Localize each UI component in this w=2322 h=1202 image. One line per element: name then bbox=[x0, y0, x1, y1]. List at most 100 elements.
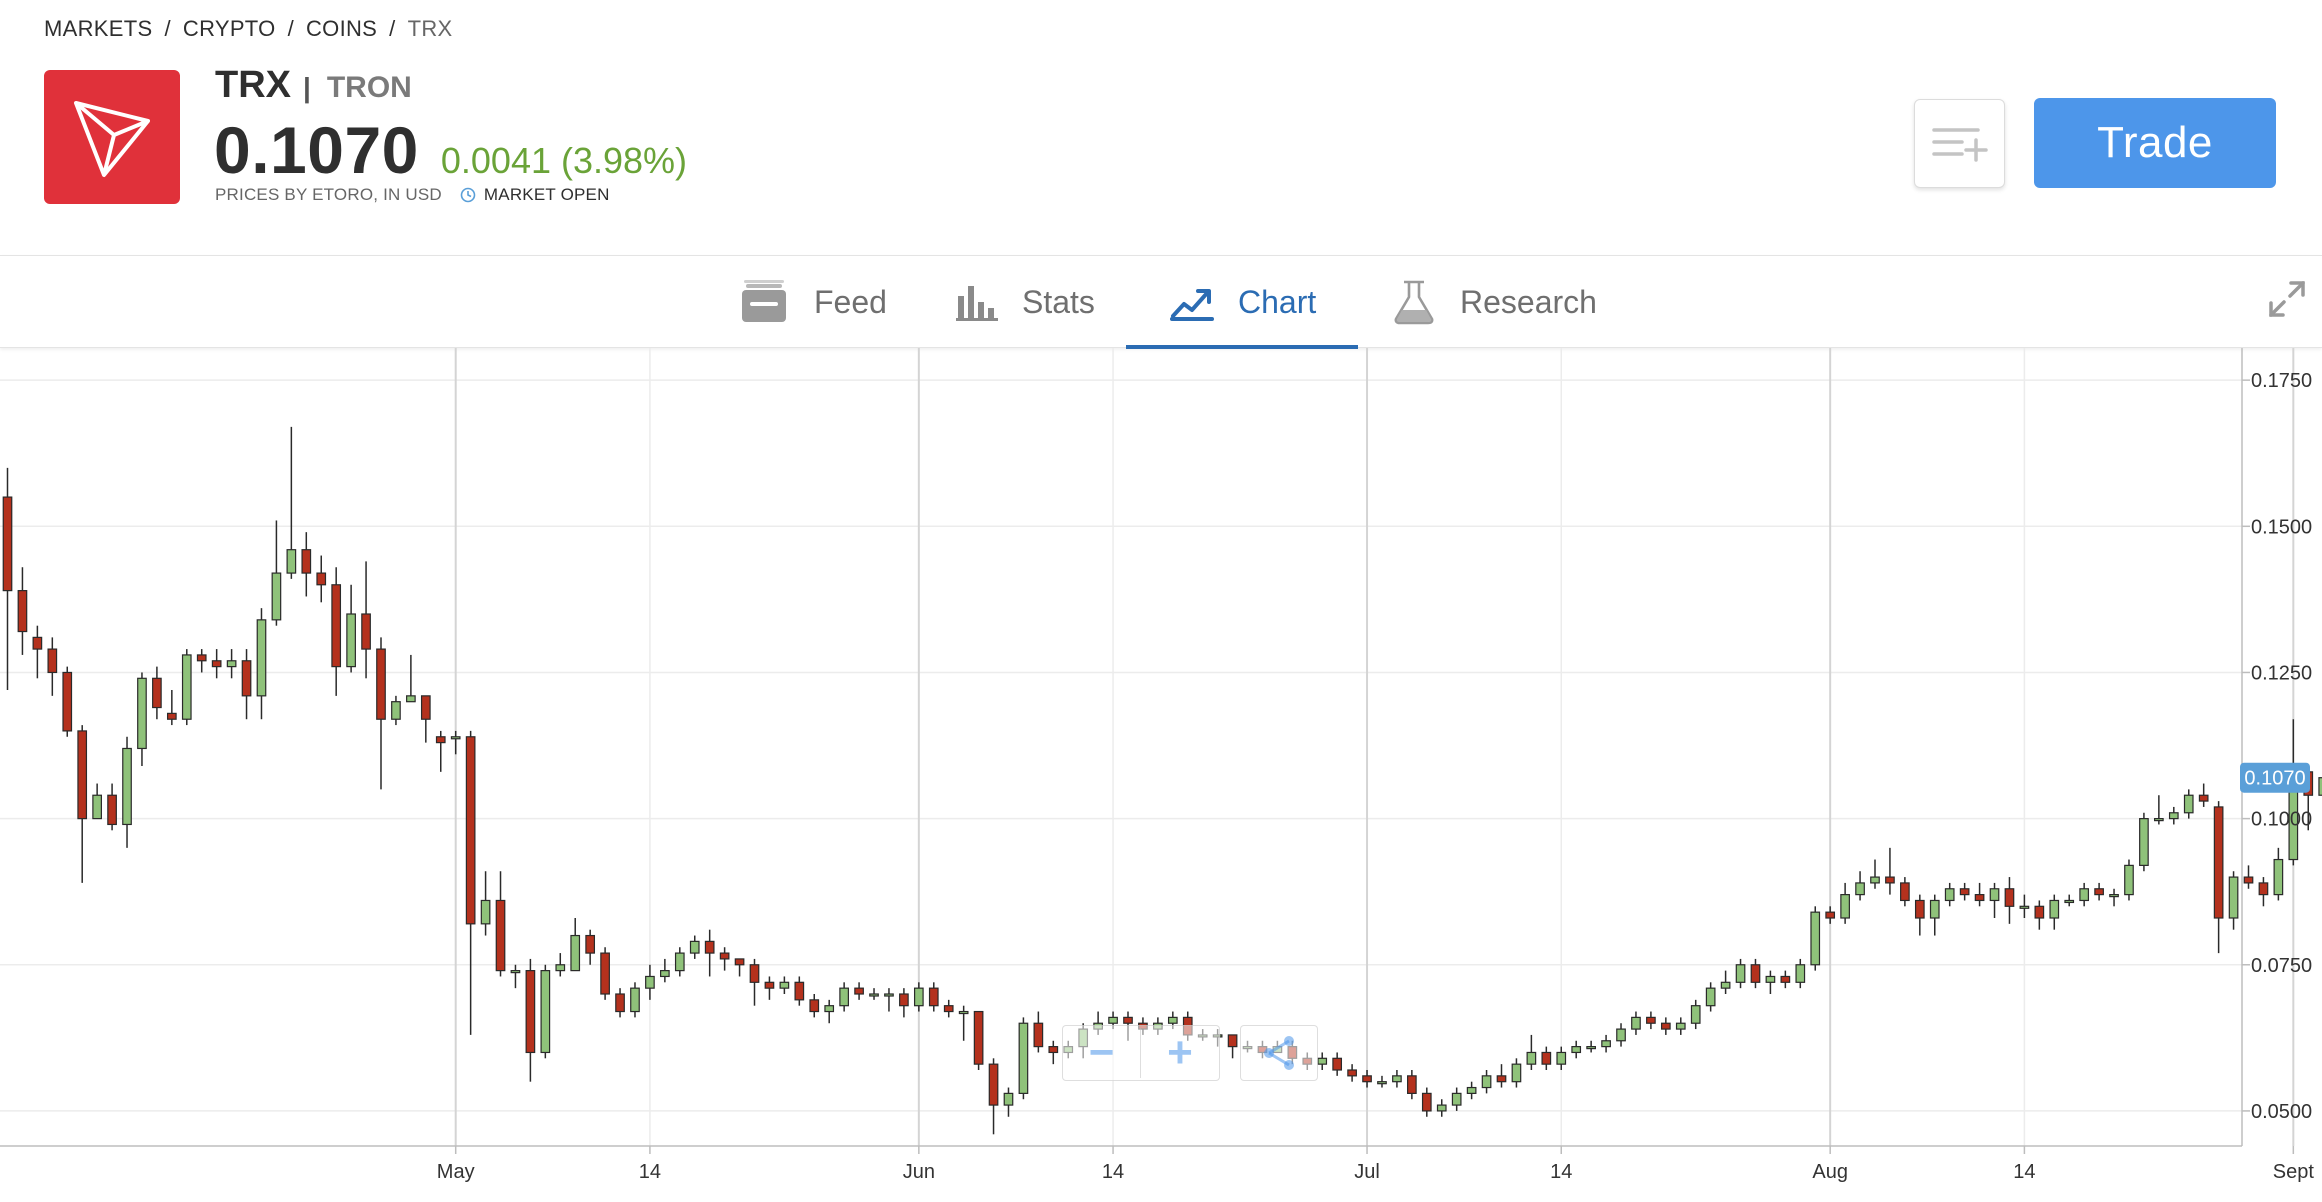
candle-body-down bbox=[2198, 794, 2209, 802]
candle bbox=[226, 649, 237, 679]
candle-body-up bbox=[1511, 1063, 1522, 1083]
candle bbox=[2004, 877, 2015, 924]
candle-body-up bbox=[271, 572, 282, 621]
last-price-tag bbox=[2240, 762, 2310, 793]
y-tick-label: 0.1750 bbox=[2251, 370, 2312, 392]
candle-body-up bbox=[1929, 899, 1940, 919]
candle bbox=[1451, 1087, 1462, 1111]
candle-body-down bbox=[1048, 1046, 1059, 1054]
price-chart[interactable]: 0.0500 0.0750 0.1000 0.1250 0.1500 0.1750 May 1… bbox=[0, 348, 2322, 1202]
candle-body-down bbox=[1362, 1075, 1372, 1083]
candle-body-down bbox=[2258, 882, 2269, 896]
candle bbox=[570, 918, 581, 972]
candle-body-up bbox=[958, 1010, 969, 1015]
last-price-label: 0.1070 bbox=[2244, 768, 2305, 790]
candle bbox=[181, 649, 192, 726]
candle-body-up bbox=[2228, 876, 2239, 919]
candle-body-down bbox=[615, 993, 625, 1013]
candle bbox=[495, 871, 506, 977]
zoom-out-button[interactable]: − bbox=[1063, 1028, 1141, 1078]
candle-body-down bbox=[241, 660, 252, 697]
candle bbox=[256, 608, 267, 720]
candle-body-down bbox=[899, 993, 909, 1007]
feed-icon bbox=[738, 280, 790, 324]
clock-icon bbox=[460, 187, 476, 203]
candle bbox=[630, 982, 640, 1018]
tab-chart-label: Chart bbox=[1238, 283, 1317, 320]
candle bbox=[1840, 882, 1850, 924]
x-tick-label: Sept bbox=[2273, 1161, 2315, 1183]
candle bbox=[196, 649, 207, 673]
candle bbox=[958, 1005, 969, 1041]
candle-body-up bbox=[510, 970, 521, 974]
x-tick-label: Jun bbox=[903, 1161, 935, 1183]
candle-body-down bbox=[2004, 888, 2015, 907]
candle bbox=[1810, 906, 1821, 971]
candle-body-up bbox=[1556, 1051, 1567, 1065]
candle-body-up bbox=[540, 970, 551, 1054]
candle-body-up bbox=[1870, 876, 1880, 884]
candle bbox=[32, 625, 43, 679]
share-chart-button[interactable] bbox=[1240, 1025, 1318, 1081]
candle-body-down bbox=[152, 677, 162, 709]
candle-body-down bbox=[301, 549, 312, 574]
candle bbox=[809, 994, 820, 1018]
candle bbox=[749, 958, 760, 1006]
candle bbox=[689, 935, 700, 959]
x-tick-label: Jul bbox=[1354, 1161, 1380, 1183]
candle-body-down bbox=[1123, 1016, 1133, 1024]
candle-body-down bbox=[1825, 911, 1836, 919]
candle-body-down bbox=[943, 1005, 954, 1013]
candle-body-down bbox=[764, 981, 775, 989]
candle bbox=[62, 666, 73, 737]
fullscreen-button[interactable] bbox=[2266, 278, 2308, 320]
candle-body-down bbox=[1974, 894, 1985, 902]
candle bbox=[1407, 1070, 1417, 1100]
tab-stats[interactable]: Stats bbox=[956, 256, 1095, 348]
breadcrumb-crypto[interactable]: CRYPTO bbox=[182, 16, 276, 41]
candle-body-down bbox=[376, 648, 386, 720]
candle bbox=[2243, 865, 2254, 889]
tab-chart[interactable]: Chart bbox=[1125, 256, 1359, 349]
candle-body-down bbox=[62, 671, 73, 732]
candle-body-up bbox=[1481, 1075, 1492, 1089]
tab-feed[interactable]: Feed bbox=[738, 256, 887, 348]
add-to-watchlist-icon bbox=[1931, 127, 1988, 162]
breadcrumb-markets[interactable]: MARKETS bbox=[44, 16, 153, 41]
candle bbox=[2228, 871, 2239, 930]
candle bbox=[1227, 1034, 1238, 1059]
add-to-watchlist-button[interactable] bbox=[1914, 99, 2005, 188]
zoom-in-button[interactable]: + bbox=[1167, 1028, 1193, 1077]
candle bbox=[1481, 1070, 1492, 1094]
candle-body-down bbox=[1780, 975, 1791, 983]
candle-body-down bbox=[1914, 899, 1925, 919]
candle bbox=[2064, 894, 2075, 907]
candle-body-up bbox=[2154, 818, 2164, 822]
candle-body-down bbox=[1407, 1075, 1417, 1094]
tab-research[interactable]: Research bbox=[1392, 256, 1597, 348]
candle-body-down bbox=[420, 695, 431, 720]
candle-body-up bbox=[2168, 812, 2179, 820]
instrument-symbol: TRX bbox=[215, 64, 291, 106]
candle-body-up bbox=[1601, 1040, 1611, 1048]
candle-body-up bbox=[122, 747, 132, 826]
candle-body-down bbox=[2, 496, 13, 592]
trade-button[interactable]: Trade bbox=[2034, 98, 2276, 188]
price-change: 0.0041 (3.98%) bbox=[440, 140, 688, 181]
candle bbox=[2168, 806, 2179, 825]
candle-body-up bbox=[674, 952, 685, 972]
candle-body-down bbox=[719, 952, 730, 960]
candle bbox=[1377, 1075, 1387, 1088]
candle bbox=[854, 982, 864, 1000]
candle bbox=[1646, 1011, 1656, 1030]
candle bbox=[1526, 1034, 1537, 1070]
candle-body-up bbox=[689, 940, 700, 954]
candle bbox=[884, 988, 894, 1012]
candle-body-up bbox=[450, 736, 461, 740]
candle-body-up bbox=[137, 677, 147, 750]
candle bbox=[1048, 1040, 1059, 1065]
breadcrumb-coins[interactable]: COINS bbox=[305, 16, 378, 41]
candle-body-up bbox=[2019, 905, 2030, 909]
candlestick-chart[interactable]: 0.0500 0.0750 0.1000 0.1250 0.1500 0.1750 May 1… bbox=[0, 348, 2322, 1202]
candle-body-down bbox=[361, 613, 371, 650]
